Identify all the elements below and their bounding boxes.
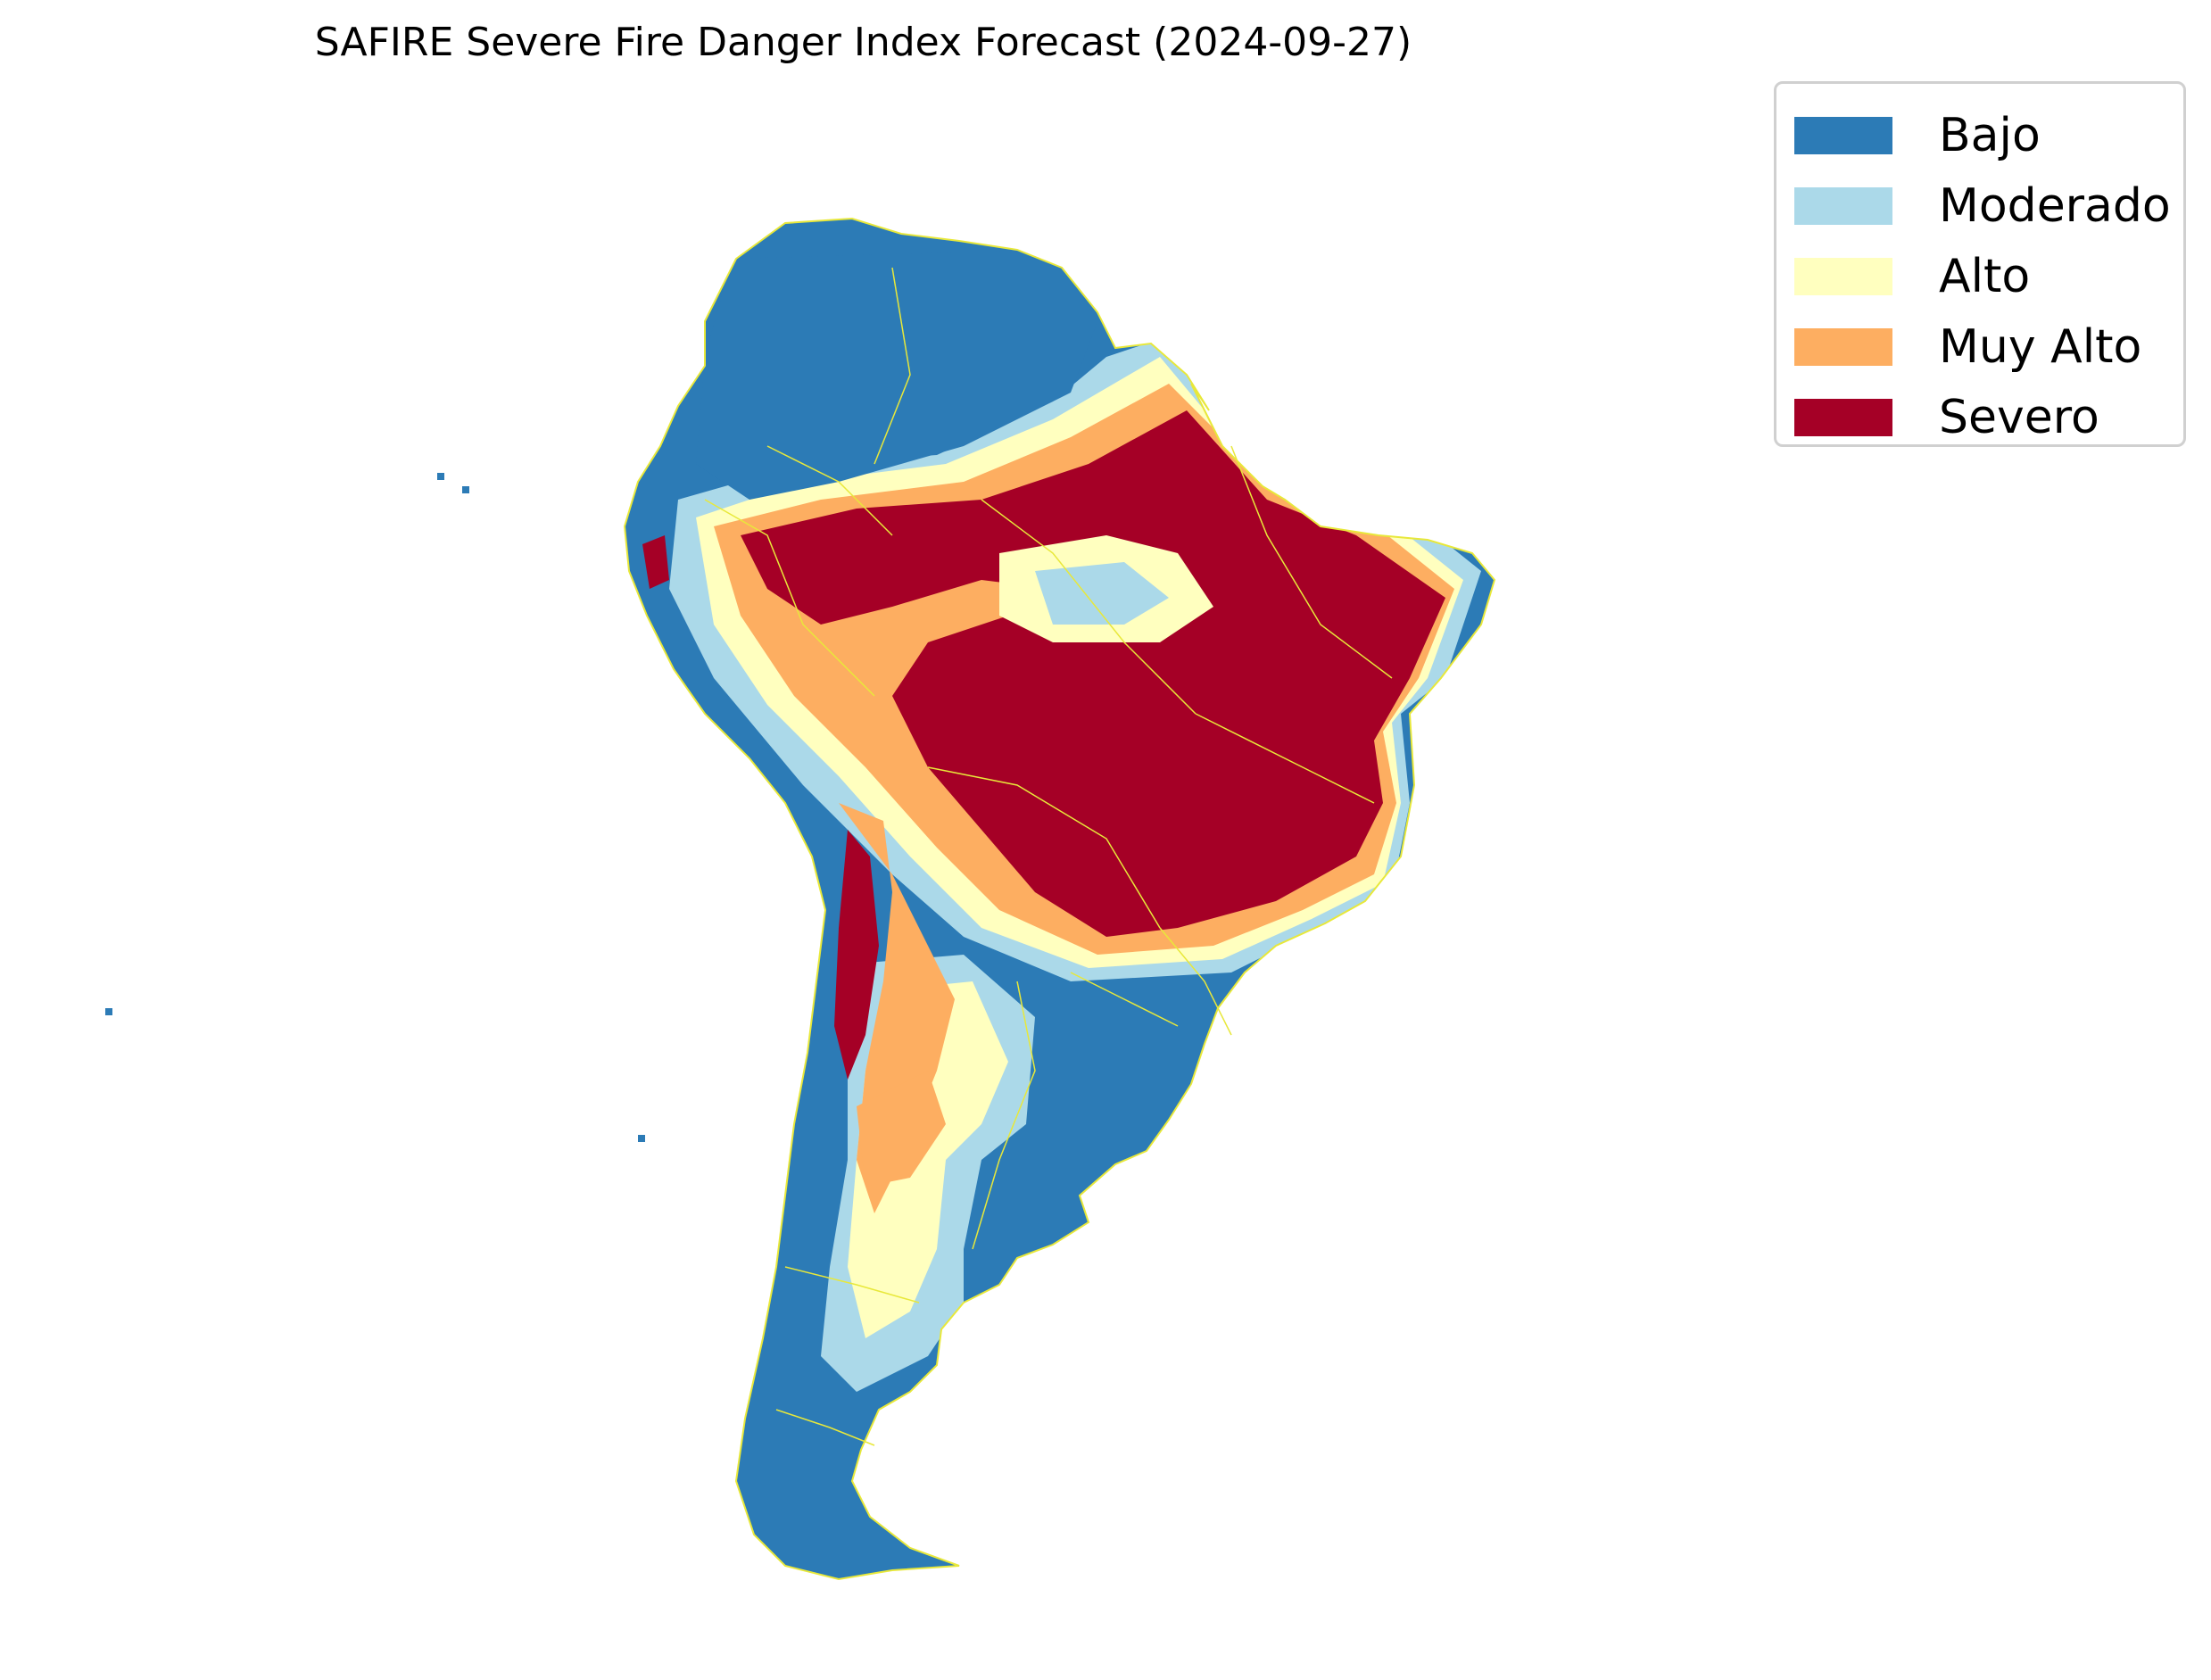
legend-label: Bajo	[1939, 108, 2041, 162]
country-border	[1195, 713, 1375, 804]
country-border	[1159, 927, 1232, 1036]
zone-severo	[741, 410, 1445, 937]
zone-severo	[642, 535, 669, 589]
continent-fill	[625, 219, 1495, 1579]
country-border	[784, 1266, 920, 1303]
legend-swatch	[1794, 257, 1892, 295]
country-border	[775, 1409, 875, 1446]
legend-item: Alto	[1776, 241, 2183, 311]
legend-label: Alto	[1939, 249, 2031, 303]
country-border	[874, 267, 911, 465]
map-title: SAFIRE Severe Fire Danger Index Forecast…	[314, 20, 1412, 65]
country-border	[981, 499, 1197, 715]
legend-item: Muy Alto	[1776, 311, 2183, 382]
island	[437, 473, 444, 480]
country-borders	[105, 218, 1495, 1580]
legend-swatch	[1794, 327, 1892, 366]
zone-severo	[834, 830, 879, 1080]
country-border	[704, 499, 875, 697]
zone-bajo	[696, 250, 1097, 500]
legend-label: Muy Alto	[1939, 319, 2142, 374]
island	[638, 1135, 645, 1142]
country-border	[1070, 972, 1179, 1027]
zone-moderado	[1035, 562, 1169, 625]
legend-label: Severo	[1939, 390, 2099, 444]
legend-item: Severo	[1776, 382, 2183, 452]
legend-item: Bajo	[1776, 100, 2183, 170]
legend-swatch	[1794, 186, 1892, 225]
country-border	[972, 981, 1036, 1250]
legend-swatch	[1794, 398, 1892, 436]
country-border	[1230, 445, 1393, 679]
island	[462, 486, 469, 493]
zone-muy-alto	[857, 1071, 946, 1187]
legend: Bajo Moderado Alto Muy Alto Severo	[1774, 81, 2186, 447]
country-border	[927, 766, 1161, 929]
country-border	[766, 445, 893, 536]
legend-swatch	[1794, 116, 1892, 154]
legend-item: Moderado	[1776, 170, 2183, 241]
island	[105, 1008, 112, 1015]
legend-label: Moderado	[1939, 178, 2171, 233]
